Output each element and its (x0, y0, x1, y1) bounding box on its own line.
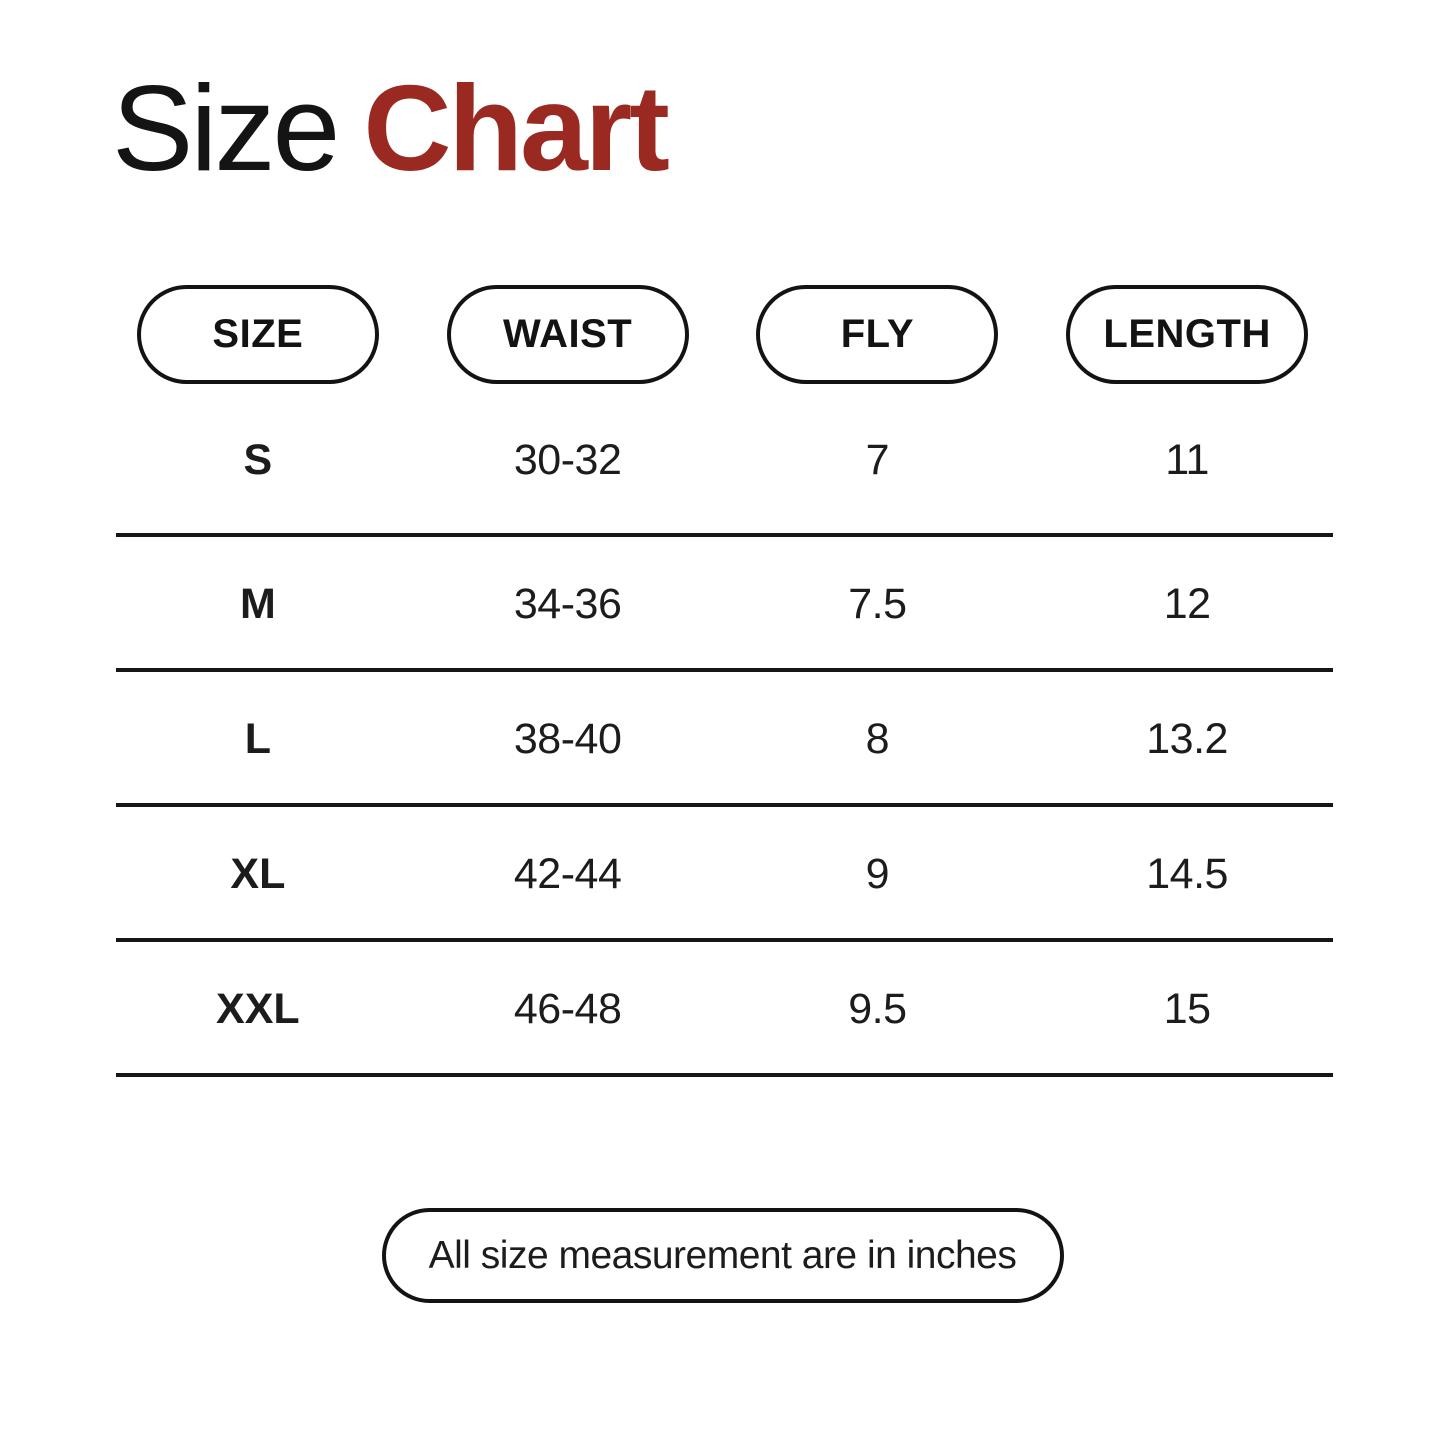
size-label: S (243, 436, 273, 484)
units-note-pill: All size measurement are in inches (381, 1208, 1064, 1303)
table-row-m: M 34-36 7.5 12 (103, 537, 1342, 672)
fly-value: 7.5 (848, 580, 907, 628)
table-row-s: S 30-32 7 11 (103, 384, 1342, 537)
fly-value: 8 (865, 715, 890, 763)
column-pill-waist: WAIST (446, 285, 689, 384)
waist-value: 38-40 (513, 715, 622, 763)
column-pill-fly: FLY (756, 285, 999, 384)
length-value: 15 (1163, 985, 1211, 1033)
column-pill-length: LENGTH (1066, 285, 1309, 384)
size-table: S 30-32 7 11 M 34-36 7.5 12 L 38-40 8 13… (103, 384, 1342, 1077)
length-value: 12 (1163, 580, 1211, 628)
waist-value: 46-48 (513, 985, 622, 1033)
table-row-xl: XL 42-44 9 14.5 (103, 807, 1342, 942)
size-label: L (244, 715, 272, 763)
waist-value: 42-44 (513, 850, 622, 898)
length-value: 14.5 (1146, 850, 1228, 898)
fly-value: 7 (865, 436, 890, 484)
table-row-l: L 38-40 8 13.2 (103, 672, 1342, 807)
length-value: 13.2 (1146, 715, 1228, 763)
table-row-xxl: XXL 46-48 9.5 15 (103, 942, 1342, 1077)
fly-value: 9.5 (848, 985, 907, 1033)
column-header-row: SIZE WAIST FLY LENGTH (103, 285, 1342, 384)
waist-value: 30-32 (513, 436, 622, 484)
row-divider (116, 803, 1333, 807)
size-label: XL (230, 850, 286, 898)
length-value: 11 (1165, 436, 1209, 484)
waist-value: 34-36 (513, 580, 622, 628)
page-title: Size Chart (112, 58, 670, 198)
row-divider (116, 938, 1333, 942)
column-pill-size: SIZE (136, 285, 379, 384)
size-label: XXL (216, 985, 300, 1033)
fly-value: 9 (865, 850, 890, 898)
row-divider (116, 1073, 1333, 1077)
page-title-word-size: Size (112, 60, 340, 196)
size-label: M (239, 580, 276, 628)
row-divider (116, 533, 1333, 537)
page-title-word-chart: Chart (363, 60, 670, 196)
row-divider (116, 668, 1333, 672)
